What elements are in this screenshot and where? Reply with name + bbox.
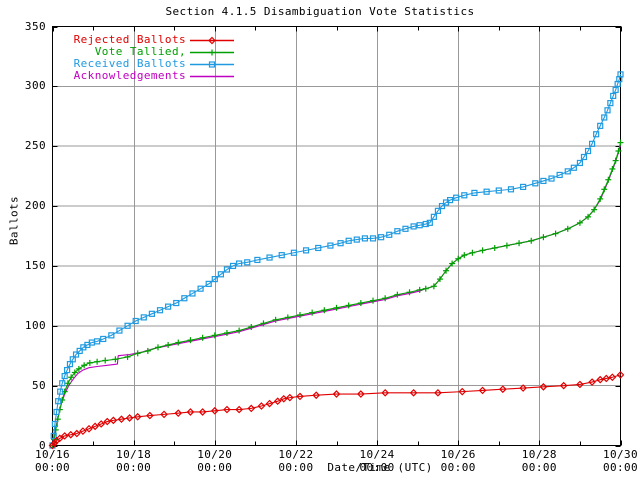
legend-item-label: Received Ballots <box>73 57 186 70</box>
legend-item-label: Acknowledgements <box>73 69 186 82</box>
plot-border <box>52 26 621 446</box>
chart-title: Section 4.1.5 Disambiguation Vote Statis… <box>165 5 475 18</box>
x-tick-label: 10/16 00:00 <box>18 448 88 474</box>
x-tick-date: 10/22 <box>278 448 314 461</box>
x-tick-date: 10/30 <box>602 448 639 461</box>
x-axis-label: Date/Time (UTC) <box>327 461 433 474</box>
axis-ticks <box>52 26 622 447</box>
x-tick-time: 00:00 <box>116 461 152 474</box>
x-tick-label: 10/18 00:00 <box>99 448 169 474</box>
legend-item-sample <box>190 61 234 68</box>
x-tick-date: 10/16 <box>34 448 71 461</box>
series-received-ballots <box>49 71 624 449</box>
x-tick-time: 00:00 <box>521 461 557 474</box>
x-tick-date: 10/28 <box>521 448 557 461</box>
x-tick-time: 00:00 <box>34 461 71 474</box>
x-tick-date: 10/20 <box>197 448 233 461</box>
x-tick-time: 00:00 <box>278 461 314 474</box>
y-tick-label: 350 <box>24 19 46 33</box>
series-rejected-ballots <box>48 371 625 450</box>
x-tick-time: 00:00 <box>359 461 395 474</box>
legend-item-sample <box>190 49 234 56</box>
x-tick-time: 00:00 <box>197 461 233 474</box>
x-tick-time: 00:00 <box>602 461 639 474</box>
legend-item-sample <box>190 36 234 45</box>
x-tick-time: 00:00 <box>440 461 476 474</box>
legend-item-label: Rejected Ballots <box>73 33 186 46</box>
x-tick-label: 10/22 00:00 <box>261 448 331 474</box>
y-tick-label: 200 <box>24 199 46 213</box>
x-tick-date: 10/26 <box>440 448 476 461</box>
y-tick-label: 100 <box>24 318 46 332</box>
x-tick-label: 10/30 00:00 <box>586 448 640 474</box>
y-tick-label: 150 <box>24 258 46 272</box>
series-vote-tallied <box>49 139 624 449</box>
y-tick-label: 0 <box>38 438 46 452</box>
x-tick-label: 10/20 00:00 <box>180 448 250 474</box>
legend-item-label: Vote Tallied, <box>94 45 186 58</box>
y-tick-label: 50 <box>31 378 46 392</box>
series-acknowledgements <box>51 144 622 447</box>
x-tick-label: 10/28 00:00 <box>504 448 574 474</box>
y-tick-label: 250 <box>24 139 46 153</box>
x-tick-label: 10/24 00:00 <box>342 448 412 474</box>
x-tick-date: 10/18 <box>116 448 152 461</box>
x-tick-date: 10/24 <box>359 448 395 461</box>
y-tick-label: 300 <box>24 79 46 93</box>
x-tick-label: 10/26 00:00 <box>423 448 493 474</box>
